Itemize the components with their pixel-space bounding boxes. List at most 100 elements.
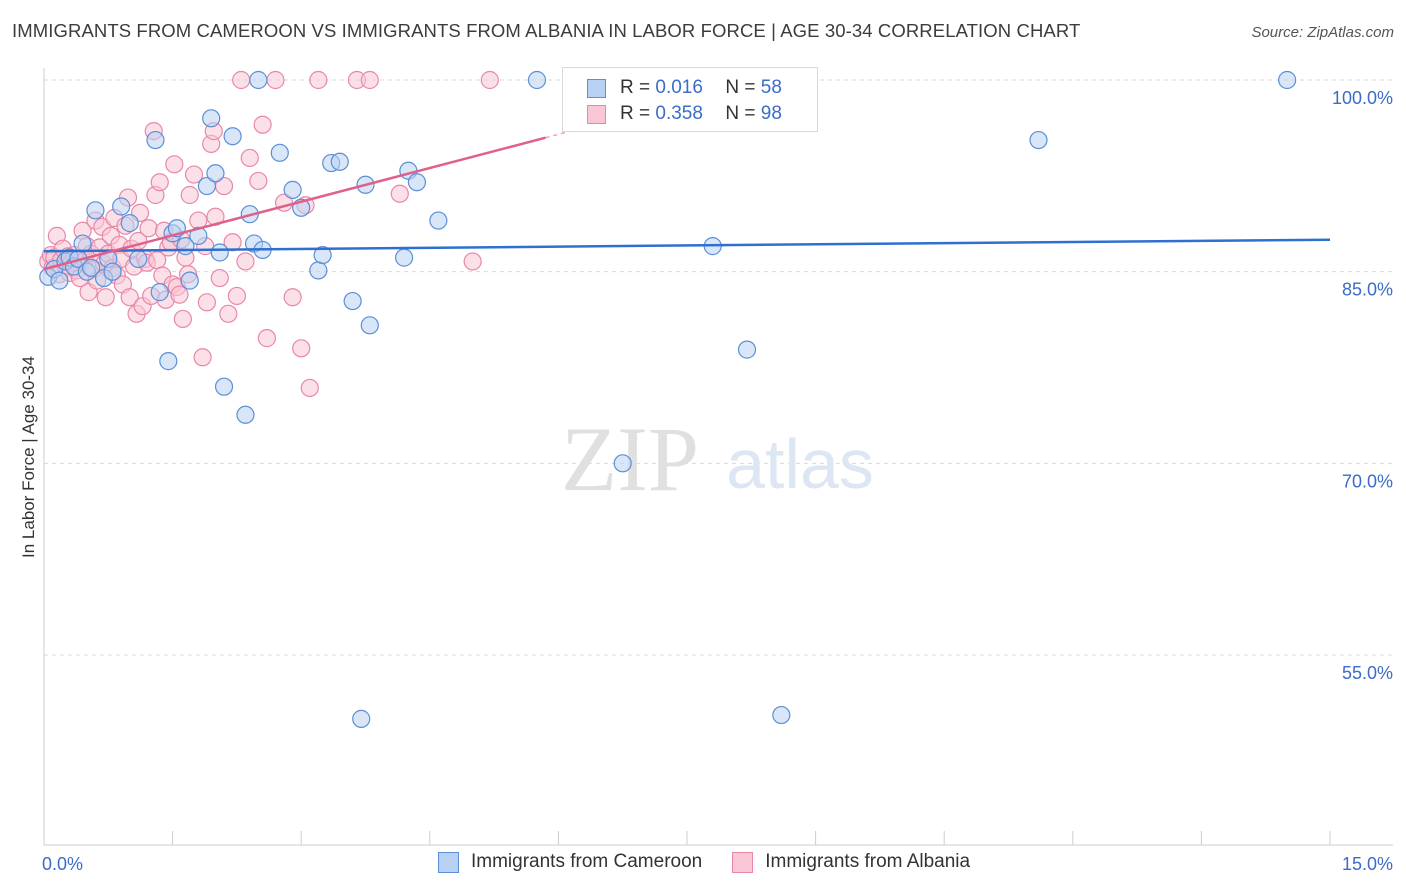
- cameroon-point: [210, 243, 229, 262]
- cameroon-point: [352, 709, 371, 728]
- tick-labels: 55.0% 70.0% 85.0% 100.0% 0.0% 15.0%: [42, 88, 1393, 874]
- albania-point: [236, 252, 255, 271]
- legend-r-label: R =: [620, 103, 651, 124]
- albania-point: [170, 285, 189, 304]
- cameroon-point: [82, 258, 101, 277]
- cameroon-point: [407, 173, 427, 192]
- albania-point: [165, 155, 184, 174]
- cameroon-point: [73, 234, 92, 253]
- cameroon-point: [772, 705, 791, 725]
- cameroon-point: [737, 340, 757, 359]
- cameroon-point: [527, 70, 547, 90]
- legend-swatch-cameroon: [587, 78, 606, 98]
- cameroon-point: [429, 211, 448, 230]
- albania-point: [253, 115, 272, 134]
- albania-point: [300, 378, 319, 398]
- cameroon-trend-line: [43, 238, 1331, 253]
- y-tick-label: 55.0%: [1342, 663, 1393, 683]
- cameroon-point: [206, 164, 225, 183]
- legend-label-albania: Immigrants from Albania: [765, 851, 971, 872]
- cameroon-point: [103, 262, 122, 281]
- legend-r-value-cameroon: 0.016: [655, 77, 703, 98]
- source-credit: Source: ZipAtlas.com: [1251, 24, 1394, 41]
- cameroon-point: [270, 143, 289, 162]
- x-tick-label: 15.0%: [1342, 854, 1393, 874]
- y-tick-label: 70.0%: [1342, 471, 1393, 491]
- legend-row-cameroon: R = 0.016 N = 58: [587, 76, 782, 100]
- legend-swatch-albania: [587, 104, 606, 124]
- legend-item-cameroon[interactable]: Immigrants from Cameroon: [438, 851, 702, 873]
- legend-item-albania[interactable]: Immigrants from Albania: [732, 851, 970, 873]
- albania-point: [96, 288, 115, 307]
- legend-label-cameroon: Immigrants from Cameroon: [471, 851, 703, 872]
- legend-n-value-albania: 98: [760, 103, 782, 124]
- albania-point: [257, 329, 277, 348]
- cameroon-point: [50, 271, 69, 290]
- legend-n-value-cameroon: 58: [760, 77, 782, 98]
- y-axis-label: In Labor Force | Age 30-34: [19, 356, 38, 558]
- legend-r-label: R =: [620, 77, 651, 98]
- cameroon-point: [159, 352, 178, 371]
- albania-point: [227, 286, 246, 306]
- cameroon-point: [120, 214, 139, 233]
- cameroon-point: [214, 377, 234, 396]
- albania-point: [173, 309, 192, 329]
- albania-point: [463, 252, 482, 271]
- legend-n-label: N =: [725, 103, 756, 124]
- cameroon-point: [330, 152, 349, 171]
- legend-swatch-albania: [732, 851, 754, 873]
- albania-point: [292, 339, 311, 358]
- albania-point: [219, 304, 238, 323]
- cameroon-point: [249, 70, 268, 90]
- cameroon-point: [1029, 130, 1048, 150]
- cameroon-point: [343, 291, 362, 311]
- albania-point: [249, 171, 268, 191]
- watermark: ZIP atlas: [561, 408, 874, 510]
- cameroon-point: [309, 261, 328, 280]
- x-tick-label: 0.0%: [42, 854, 83, 874]
- watermark-atlas: atlas: [726, 425, 874, 503]
- cameroon-point: [613, 454, 632, 473]
- albania-point: [266, 70, 285, 90]
- albania-point: [232, 70, 251, 90]
- albania-points: [39, 70, 499, 398]
- cameroon-point: [86, 201, 105, 220]
- cameroon-point: [313, 245, 332, 265]
- cameroon-point: [112, 197, 131, 216]
- albania-point: [210, 268, 229, 288]
- albania-point: [480, 70, 499, 90]
- cameroon-point: [202, 109, 221, 128]
- albania-point: [120, 288, 139, 307]
- albania-point: [193, 348, 212, 367]
- cameroon-point: [180, 271, 199, 290]
- y-tick-label: 85.0%: [1342, 280, 1393, 300]
- cameroon-point: [360, 316, 379, 335]
- albania-point: [390, 184, 409, 203]
- cameroon-point: [283, 180, 302, 199]
- albania-point: [197, 293, 216, 312]
- legend-row-albania: R = 0.358 N = 98: [587, 102, 782, 126]
- cameroon-points: [39, 70, 1297, 728]
- albania-point: [180, 185, 199, 205]
- series-legend: Immigrants from Cameroon Immigrants from…: [438, 851, 1000, 873]
- legend-r-value-albania: 0.358: [655, 103, 703, 124]
- albania-point: [150, 173, 169, 192]
- albania-point: [139, 219, 158, 238]
- cameroon-point: [236, 405, 255, 424]
- legend-swatch-cameroon: [438, 851, 459, 873]
- albania-point: [360, 70, 379, 90]
- axes: [43, 68, 1393, 846]
- legend-n-label: N =: [725, 77, 756, 98]
- cameroon-point: [394, 248, 414, 267]
- cameroon-point: [150, 283, 169, 302]
- y-tick-label: 100.0%: [1332, 88, 1393, 108]
- cameroon-point: [1278, 70, 1297, 90]
- albania-point: [283, 288, 302, 307]
- chart-title: IMMIGRANTS FROM CAMEROON VS IMMIGRANTS F…: [12, 20, 1081, 41]
- albania-trend-line: [43, 136, 546, 271]
- cameroon-point: [129, 249, 148, 268]
- correlation-legend: R = 0.016 N = 58 R = 0.358 N = 98: [562, 67, 818, 132]
- cameroon-point: [146, 130, 165, 150]
- cameroon-point: [223, 127, 242, 146]
